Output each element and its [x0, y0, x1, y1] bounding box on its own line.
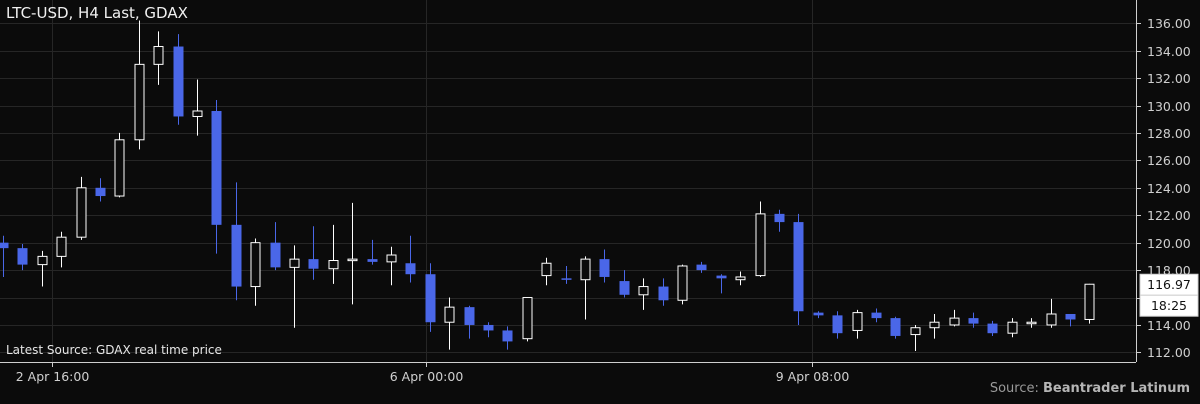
candle-body	[988, 324, 998, 334]
candle-body	[135, 64, 144, 139]
source-name[interactable]: Beantrader Latinum	[1043, 381, 1190, 396]
candle-body	[562, 278, 572, 280]
candle-body	[620, 281, 630, 295]
candle-body	[309, 259, 319, 269]
candle-body	[174, 47, 184, 117]
candle-body	[348, 259, 357, 261]
y-tick-label: 134.00	[1147, 44, 1191, 59]
latest-source-note: Latest Source: GDAX real time price	[6, 343, 222, 357]
candle-body	[503, 330, 513, 341]
last-price-label: 116.97	[1147, 277, 1191, 292]
candle-body	[484, 325, 494, 330]
x-tick-label: 2 Apr 16:00	[16, 369, 90, 384]
candle-body	[1085, 284, 1094, 319]
candle-body	[426, 274, 436, 322]
y-tick-label: 132.00	[1147, 71, 1191, 86]
candle-up[interactable]	[115, 133, 124, 197]
candle-body	[1027, 322, 1036, 324]
candle-up[interactable]	[523, 298, 532, 342]
candle-body	[212, 111, 222, 225]
candle-body	[77, 188, 86, 237]
candle-body	[872, 313, 882, 318]
candle-body	[329, 260, 338, 268]
candle-body	[251, 243, 260, 287]
candle-body	[969, 318, 979, 323]
candle-body	[0, 243, 9, 248]
candle-body	[756, 214, 765, 276]
candle-body	[523, 298, 532, 339]
candle-body	[853, 313, 862, 331]
y-tick-label: 136.00	[1147, 16, 1191, 31]
candle-body	[814, 313, 824, 316]
candle-body	[794, 222, 804, 311]
candle-body	[581, 259, 590, 280]
x-tick-label: 9 Apr 08:00	[776, 369, 850, 384]
candle-body	[96, 188, 106, 196]
candle-body	[271, 243, 281, 268]
candle-body	[387, 255, 396, 262]
y-tick-label: 120.00	[1147, 236, 1191, 251]
source-attribution: Source: Beantrader Latinum	[990, 381, 1190, 396]
candle-body	[465, 307, 475, 325]
candle-body	[891, 318, 901, 336]
candle-body	[736, 277, 745, 280]
candle-body	[678, 266, 687, 300]
candle-body	[406, 263, 416, 274]
bar-countdown-label: 18:25	[1151, 298, 1187, 313]
candle-body	[290, 259, 299, 267]
candle-body	[445, 307, 454, 322]
candle-body	[659, 287, 669, 301]
y-tick-label: 130.00	[1147, 99, 1191, 114]
candle-body	[1066, 314, 1076, 319]
candle-down[interactable]	[891, 317, 901, 339]
candle-body	[600, 259, 610, 277]
y-tick-label: 112.00	[1147, 345, 1191, 360]
candle-body	[542, 263, 551, 275]
candle-body	[833, 315, 843, 333]
x-tick-label: 6 Apr 00:00	[390, 369, 464, 384]
candle-body	[38, 256, 47, 264]
candle-up[interactable]	[678, 265, 687, 305]
y-tick-label: 124.00	[1147, 181, 1191, 196]
candle-body	[950, 318, 959, 325]
candle-body	[930, 322, 939, 327]
candle-body	[18, 248, 28, 264]
chart-title: LTC-USD, H4 Last, GDAX	[6, 4, 188, 22]
candle-body	[1008, 322, 1017, 333]
candle-body	[154, 47, 163, 65]
y-tick-label: 114.00	[1147, 318, 1191, 333]
candle-body	[57, 237, 66, 256]
candle-up[interactable]	[1085, 284, 1094, 324]
candle-body	[697, 265, 707, 270]
candle-body	[911, 328, 920, 335]
candle-body	[115, 140, 124, 196]
candle-down[interactable]	[794, 214, 804, 325]
candle-body	[368, 259, 378, 262]
y-tick-label: 126.00	[1147, 153, 1191, 168]
y-tick-label: 122.00	[1147, 208, 1191, 223]
candle-body	[775, 214, 785, 222]
candle-down[interactable]	[174, 34, 184, 125]
candle-body	[232, 225, 242, 287]
candle-body	[193, 111, 202, 116]
candle-body	[717, 276, 727, 279]
candle-body	[1047, 314, 1056, 325]
candle-body	[639, 287, 648, 295]
source-prefix: Source:	[990, 381, 1043, 396]
y-tick-label: 128.00	[1147, 126, 1191, 141]
